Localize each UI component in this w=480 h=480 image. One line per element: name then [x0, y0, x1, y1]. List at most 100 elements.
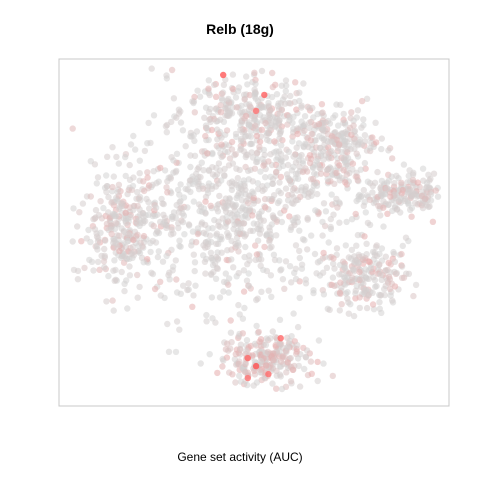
- x-axis-label: Gene set activity (AUC): [177, 450, 303, 464]
- scatter-point: [161, 218, 168, 225]
- scatter-point: [109, 144, 116, 151]
- scatter-point: [134, 294, 141, 301]
- scatter-point: [140, 259, 147, 266]
- scatter-point: [256, 338, 263, 345]
- scatter-point: [130, 252, 137, 259]
- scatter-point: [212, 93, 220, 101]
- scatter-point: [214, 208, 222, 215]
- scatter-point: [158, 195, 165, 203]
- scatter-point: [328, 191, 335, 198]
- scatter-point: [224, 112, 232, 119]
- scatter-point: [186, 222, 193, 229]
- scatter-point: [169, 267, 176, 274]
- scatter-point: [241, 115, 248, 122]
- highlighted-point: [252, 107, 260, 115]
- scatter-point: [342, 242, 349, 249]
- scatter-point: [296, 383, 304, 390]
- scatter-point: [90, 267, 97, 274]
- scatter-point: [382, 191, 389, 198]
- scatter-point: [311, 121, 318, 129]
- scatter-point: [423, 202, 430, 209]
- scatter-point: [262, 174, 269, 181]
- scatter-point: [148, 269, 155, 276]
- scatter-point: [333, 245, 341, 252]
- scatter-point: [122, 172, 129, 180]
- scatter-point: [235, 360, 242, 367]
- scatter-point: [245, 123, 253, 130]
- scatter-point: [381, 285, 388, 293]
- scatter-point: [208, 255, 216, 262]
- scatter-point: [135, 242, 142, 249]
- scatter-point: [237, 345, 244, 352]
- scatter-point: [427, 197, 435, 204]
- scatter-point: [267, 335, 274, 342]
- scatter-point: [108, 199, 115, 206]
- scatter-point: [189, 228, 197, 235]
- scatter-point: [352, 290, 359, 297]
- scatter-point: [69, 125, 76, 132]
- scatter-point: [269, 83, 276, 91]
- scatter-point: [362, 165, 369, 172]
- scatter-point: [432, 187, 439, 194]
- scatter-point: [277, 156, 284, 163]
- scatter-point: [267, 272, 275, 279]
- scatter-point: [330, 211, 337, 218]
- scatter-point: [296, 227, 303, 234]
- scatter-point: [203, 124, 210, 132]
- scatter-point: [326, 306, 333, 314]
- scatter-point: [163, 252, 170, 260]
- scatter-point: [157, 164, 164, 172]
- scatter-point: [289, 138, 296, 145]
- scatter-point: [257, 168, 264, 175]
- scatter-point: [364, 178, 372, 185]
- scatter-point: [163, 72, 170, 79]
- scatter-point: [399, 186, 406, 194]
- scatter-point: [313, 157, 320, 165]
- scatter-point: [256, 369, 264, 376]
- scatter-point: [203, 311, 210, 319]
- scatter-point: [233, 181, 240, 188]
- scatter-point: [102, 237, 109, 244]
- scatter-point: [340, 119, 347, 127]
- scatter-point: [173, 276, 180, 283]
- scatter-point: [357, 166, 364, 173]
- scatter-point: [307, 358, 315, 365]
- scatter-point: [358, 124, 365, 131]
- scatter-point: [400, 274, 408, 281]
- scatter-point: [303, 347, 311, 354]
- scatter-point: [302, 354, 310, 361]
- scatter-point: [292, 79, 299, 86]
- scatter-point: [242, 359, 249, 367]
- scatter-point: [278, 106, 285, 113]
- scatter-point: [405, 199, 412, 207]
- scatter-point: [221, 165, 228, 173]
- scatter-point: [253, 322, 260, 330]
- scatter-point: [269, 380, 276, 387]
- scatter-point: [252, 242, 259, 249]
- scatter-point: [202, 270, 209, 277]
- scatter-point: [369, 289, 376, 296]
- scatter-point: [190, 198, 197, 205]
- scatter-point: [237, 109, 244, 116]
- scatter-point: [391, 258, 399, 265]
- scatter-point: [398, 250, 405, 258]
- scatter-point: [265, 287, 272, 294]
- scatter-point: [194, 230, 202, 238]
- scatter-point: [373, 242, 380, 249]
- scatter-point: [238, 145, 245, 152]
- scatter-point: [369, 248, 377, 256]
- scatter-point: [260, 266, 267, 274]
- scatter-point: [227, 317, 234, 324]
- scatter-point: [136, 283, 143, 291]
- scatter-point: [353, 150, 360, 157]
- scatter-point: [239, 213, 246, 221]
- scatter-point: [344, 162, 351, 170]
- scatter-point: [278, 142, 285, 149]
- scatter-point: [393, 269, 400, 277]
- scatter-point: [276, 116, 283, 124]
- scatter-point: [258, 288, 265, 295]
- scatter-point: [335, 141, 343, 149]
- scatter-point: [195, 186, 203, 193]
- scatter-point: [244, 81, 251, 88]
